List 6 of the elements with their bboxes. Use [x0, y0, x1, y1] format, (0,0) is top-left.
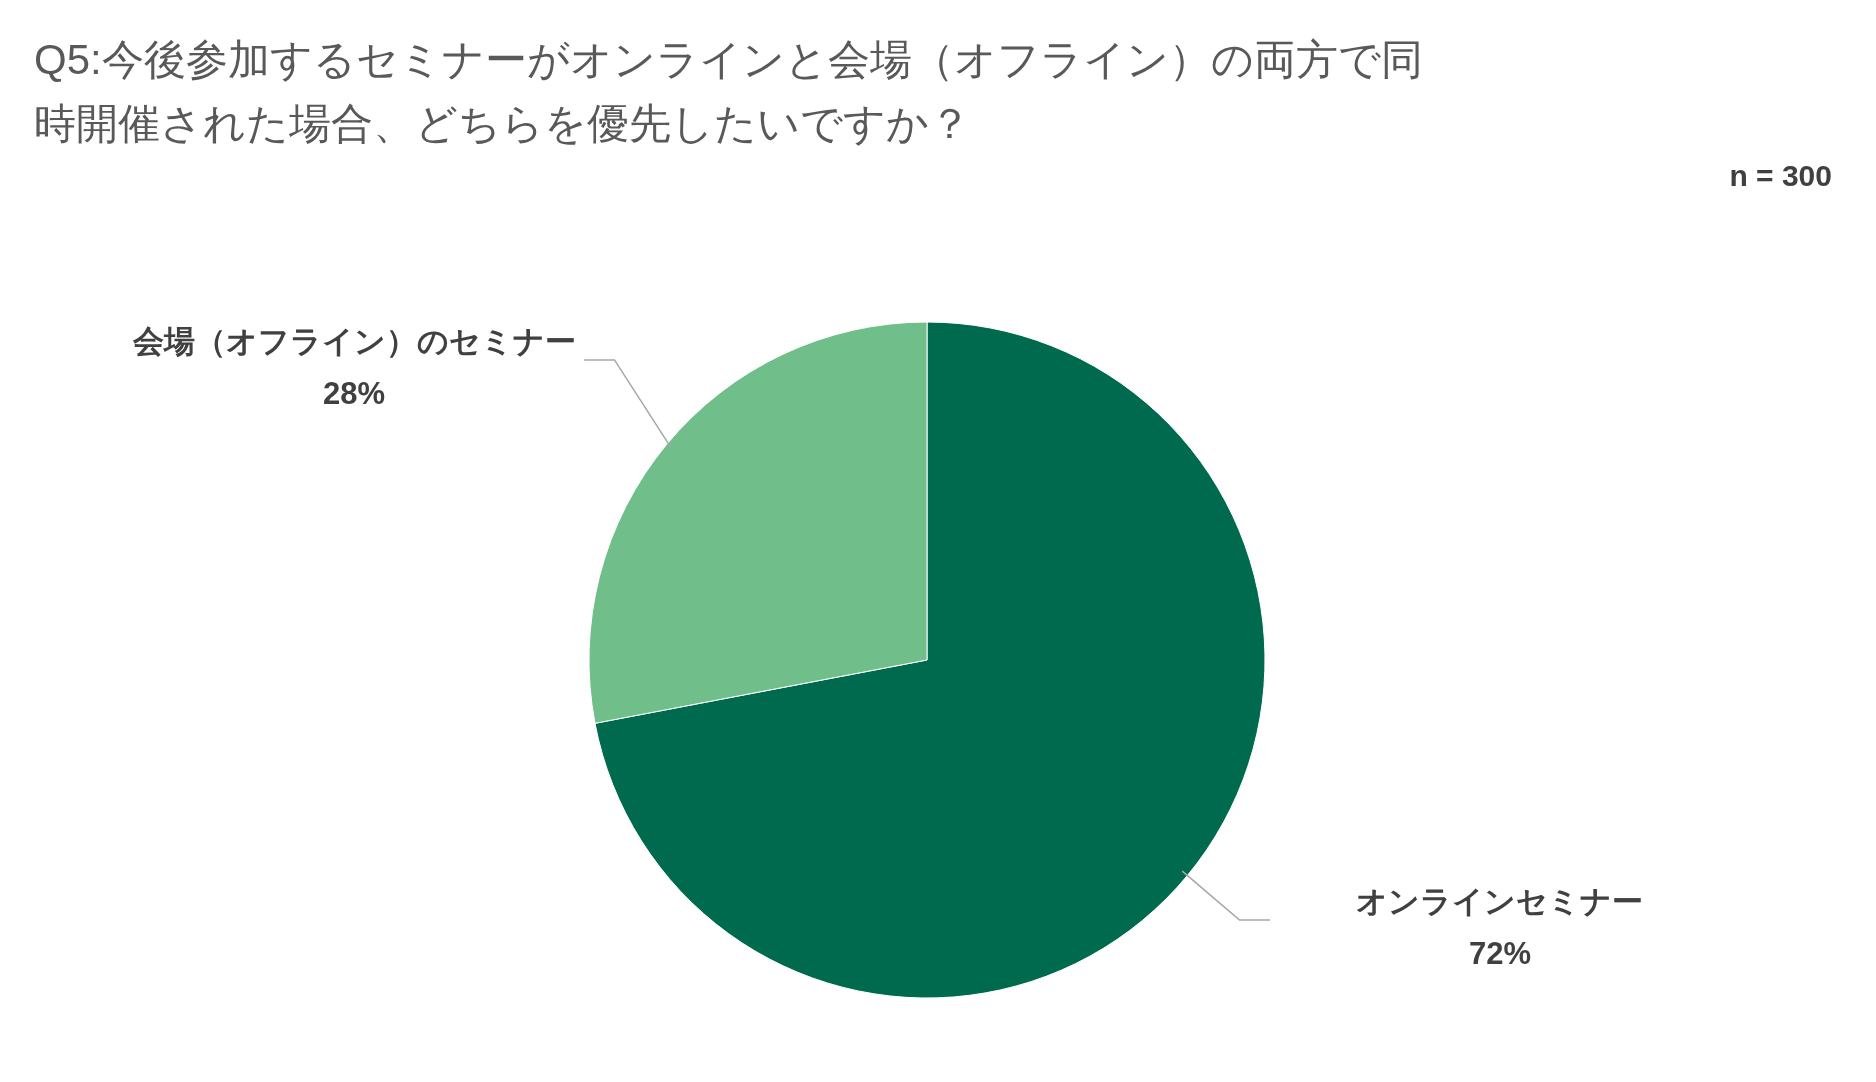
slice-label: 会場（オフライン）のセミナー: [131, 323, 576, 359]
data-label: 28%: [323, 375, 386, 411]
chart-title: Q5:今後参加するセミナーがオンラインと会場（オフライン）の両方で同時開催された場合、どちらを優先したいですか？: [34, 35, 1424, 149]
data-label: 72%: [1468, 936, 1531, 972]
text: n = 300: [1729, 159, 1832, 192]
slice-label: オンラインセミナー: [1356, 884, 1644, 920]
